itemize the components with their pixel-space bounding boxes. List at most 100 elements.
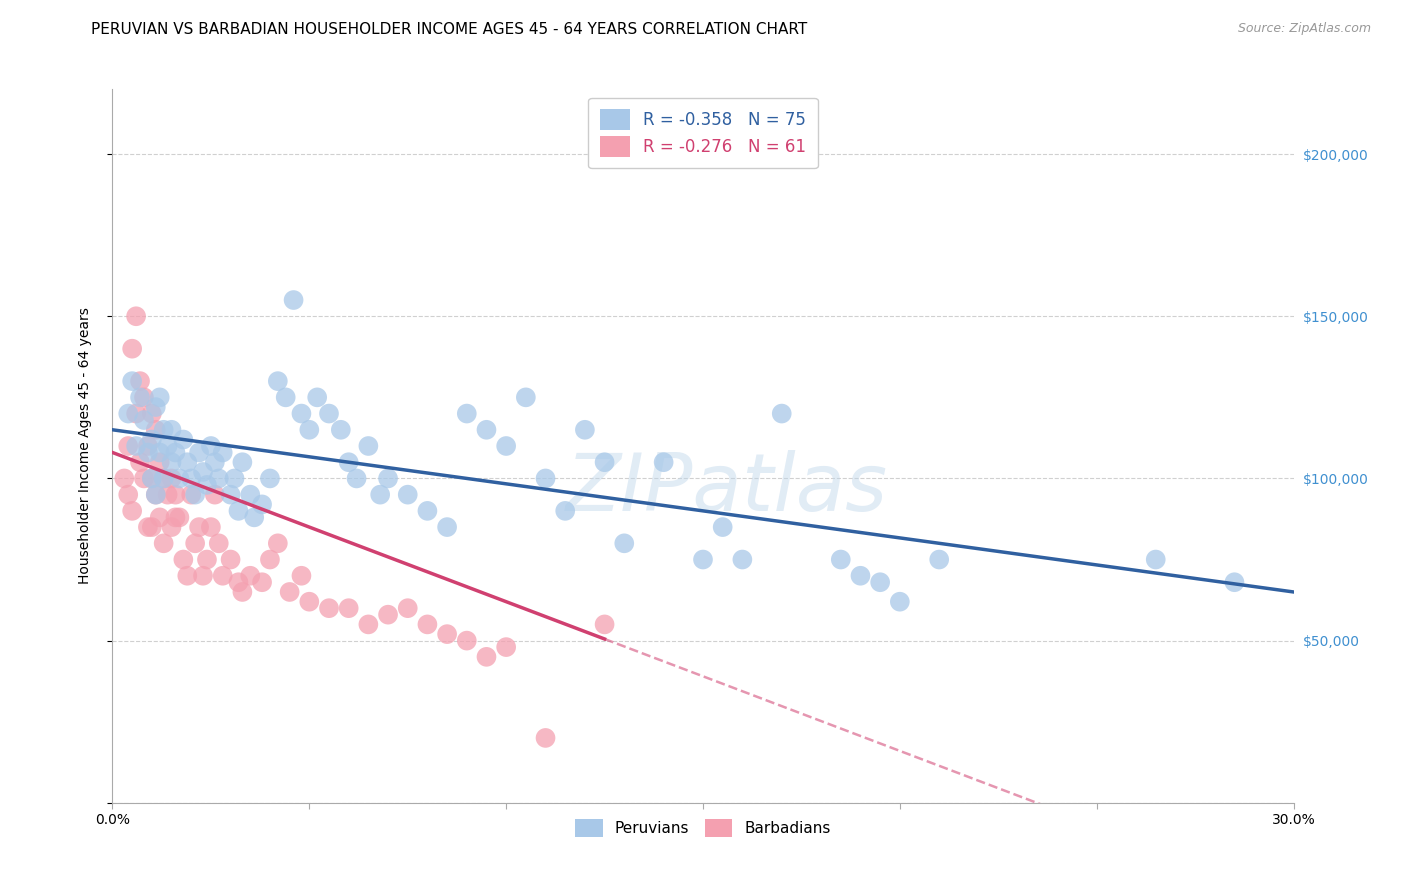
Point <box>318 407 340 421</box>
Point <box>711 520 734 534</box>
Point <box>188 445 211 459</box>
Point <box>149 510 172 524</box>
Point <box>219 488 242 502</box>
Point <box>121 342 143 356</box>
Point <box>152 536 174 550</box>
Point <box>152 471 174 485</box>
Point <box>554 504 576 518</box>
Point <box>228 504 250 518</box>
Point <box>231 585 253 599</box>
Point <box>145 488 167 502</box>
Point <box>534 731 557 745</box>
Point <box>160 455 183 469</box>
Point <box>121 504 143 518</box>
Point <box>145 488 167 502</box>
Point <box>456 407 478 421</box>
Point <box>830 552 852 566</box>
Point <box>129 374 152 388</box>
Point <box>1144 552 1167 566</box>
Point <box>165 445 187 459</box>
Point <box>152 423 174 437</box>
Point <box>117 407 139 421</box>
Point <box>337 601 360 615</box>
Point <box>117 439 139 453</box>
Point <box>1223 575 1246 590</box>
Point <box>534 471 557 485</box>
Point <box>145 423 167 437</box>
Point <box>267 374 290 388</box>
Point <box>160 520 183 534</box>
Point <box>112 471 135 485</box>
Point <box>141 407 163 421</box>
Point <box>613 536 636 550</box>
Point <box>396 601 419 615</box>
Point <box>652 455 675 469</box>
Point <box>337 455 360 469</box>
Point <box>125 439 148 453</box>
Point <box>125 310 148 324</box>
Point <box>278 585 301 599</box>
Point <box>180 488 202 502</box>
Point <box>200 439 222 453</box>
Point <box>141 471 163 485</box>
Point <box>329 423 352 437</box>
Point <box>169 510 191 524</box>
Point <box>593 617 616 632</box>
Point <box>274 390 297 404</box>
Point <box>117 488 139 502</box>
Point <box>176 568 198 582</box>
Point <box>243 510 266 524</box>
Point <box>191 465 214 479</box>
Point <box>928 552 950 566</box>
Point <box>156 439 179 453</box>
Point <box>495 439 517 453</box>
Point <box>121 374 143 388</box>
Legend: Peruvians, Barbadians: Peruvians, Barbadians <box>568 811 838 845</box>
Point <box>165 488 187 502</box>
Point <box>219 552 242 566</box>
Point <box>125 407 148 421</box>
Point <box>436 520 458 534</box>
Point <box>132 413 155 427</box>
Point <box>357 439 380 453</box>
Point <box>456 633 478 648</box>
Point <box>377 471 399 485</box>
Point <box>250 497 273 511</box>
Point <box>298 423 321 437</box>
Point <box>239 488 262 502</box>
Point <box>141 433 163 447</box>
Point <box>149 390 172 404</box>
Point <box>239 568 262 582</box>
Point <box>770 407 793 421</box>
Point <box>267 536 290 550</box>
Point <box>141 520 163 534</box>
Point <box>156 488 179 502</box>
Point <box>160 423 183 437</box>
Point <box>188 520 211 534</box>
Point <box>377 607 399 622</box>
Point <box>211 568 233 582</box>
Point <box>132 390 155 404</box>
Point <box>593 455 616 469</box>
Point <box>416 504 439 518</box>
Point <box>436 627 458 641</box>
Point <box>132 471 155 485</box>
Point <box>129 455 152 469</box>
Point <box>191 568 214 582</box>
Text: PERUVIAN VS BARBADIAN HOUSEHOLDER INCOME AGES 45 - 64 YEARS CORRELATION CHART: PERUVIAN VS BARBADIAN HOUSEHOLDER INCOME… <box>91 22 807 37</box>
Point <box>495 640 517 654</box>
Point <box>141 471 163 485</box>
Y-axis label: Householder Income Ages 45 - 64 years: Householder Income Ages 45 - 64 years <box>77 308 91 584</box>
Point <box>136 520 159 534</box>
Point <box>208 471 231 485</box>
Point <box>357 617 380 632</box>
Point <box>200 520 222 534</box>
Point <box>307 390 329 404</box>
Point <box>180 471 202 485</box>
Point <box>475 649 498 664</box>
Point <box>136 445 159 459</box>
Point <box>145 400 167 414</box>
Point <box>869 575 891 590</box>
Point <box>346 471 368 485</box>
Point <box>204 455 226 469</box>
